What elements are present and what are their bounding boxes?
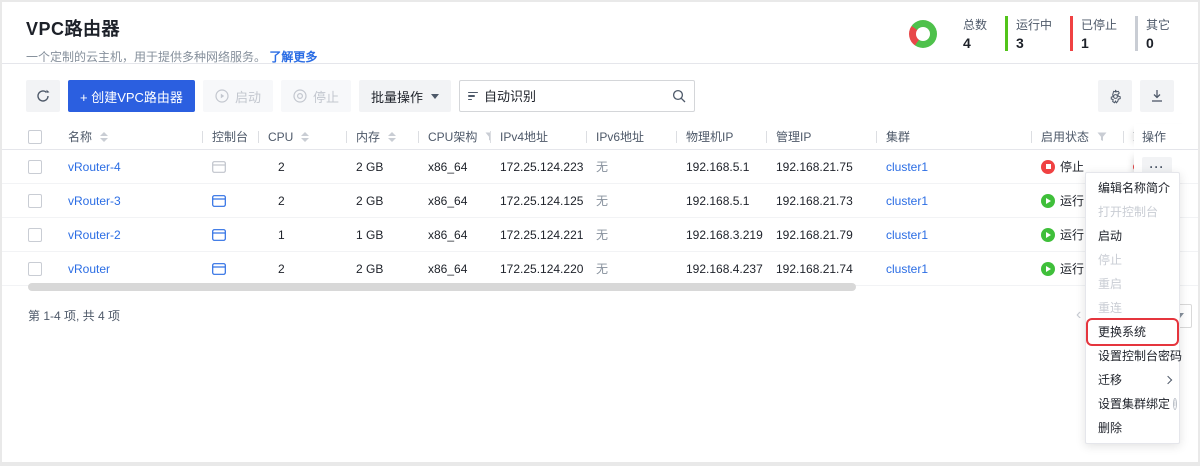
stat-running: 运行中 3 xyxy=(1004,16,1052,51)
settings-button[interactable] xyxy=(1098,80,1132,112)
info-icon: i xyxy=(1173,398,1177,410)
table-header-row: 名称 控制台 CPU 内存 CPU架构 IPv4地址 IPv6地址 物理机IP … xyxy=(2,124,1198,150)
pagination-bar: 第 1-4 项, 共 4 项 ‹ xyxy=(2,302,1198,330)
cluster-link[interactable]: cluster1 xyxy=(886,159,929,174)
running-icon xyxy=(1041,227,1055,242)
stopped-icon xyxy=(1041,159,1055,174)
play-circle-icon xyxy=(215,89,229,103)
console-icon[interactable] xyxy=(212,228,226,241)
search-box xyxy=(458,80,695,112)
more-actions-button[interactable]: ··· xyxy=(1142,156,1172,177)
filter-lines-icon xyxy=(467,91,478,101)
search-input[interactable] xyxy=(483,88,666,104)
col-status[interactable]: 启用状态 xyxy=(1031,128,1123,145)
menu-item-cluster-binding[interactable]: 设置集群绑定 i xyxy=(1098,397,1177,411)
page-title: VPC路由器 xyxy=(26,19,121,39)
chevron-down-icon xyxy=(1176,313,1184,318)
page-subtitle: 一个定制的云主机，用于提供多种网络服务。 了解更多 xyxy=(26,48,1174,65)
chevron-down-icon xyxy=(430,93,439,99)
router-name-link[interactable]: vRouter-3 xyxy=(68,193,121,208)
sort-icon[interactable] xyxy=(301,131,310,142)
batch-actions-button[interactable]: 批量操作 xyxy=(358,80,451,112)
row-checkbox[interactable] xyxy=(28,159,42,174)
subtitle-text: 一个定制的云主机，用于提供多种网络服务。 xyxy=(26,50,267,64)
search-icon[interactable] xyxy=(672,89,686,103)
status-donut-chart xyxy=(908,19,937,48)
col-actions: 操作 xyxy=(1134,124,1198,149)
toolbar: + 创建VPC路由器 启动 停止 批量操作 xyxy=(26,80,1174,112)
running-icon xyxy=(1041,261,1055,276)
create-vpc-router-button[interactable]: + 创建VPC路由器 xyxy=(68,80,195,112)
vpc-router-table: 名称 控制台 CPU 内存 CPU架构 IPv4地址 IPv6地址 物理机IP … xyxy=(2,124,1198,291)
cluster-link[interactable]: cluster1 xyxy=(886,193,929,208)
router-name-link[interactable]: vRouter-4 xyxy=(68,159,121,174)
select-all-checkbox[interactable] xyxy=(28,129,42,144)
menu-item-set-console-password[interactable]: 设置控制台密码 xyxy=(1098,349,1183,363)
refresh-icon xyxy=(37,89,50,102)
col-mgmt-ip: 管理IP xyxy=(766,128,876,145)
filter-icon[interactable] xyxy=(1097,132,1107,142)
menu-item-edit-name[interactable]: 编辑名称简介 xyxy=(1098,181,1171,195)
cluster-link[interactable]: cluster1 xyxy=(886,261,929,276)
col-memory[interactable]: 内存 xyxy=(346,128,418,145)
console-icon[interactable] xyxy=(212,194,226,207)
toolbar-right xyxy=(1098,80,1174,112)
stat-total: 总数 4 xyxy=(962,18,987,51)
sort-icon[interactable] xyxy=(388,131,397,142)
router-name-link[interactable]: vRouter xyxy=(68,261,111,276)
col-physical-ip: 物理机IP xyxy=(676,128,766,145)
stop-button[interactable]: 停止 xyxy=(280,80,351,112)
refresh-button[interactable] xyxy=(26,80,60,112)
col-name[interactable]: 名称 xyxy=(58,128,202,145)
row-actions-menu: 编辑名称简介 打开控制台 启动 停止 重启 重连 更换系统 设置控制台密码 迁移… xyxy=(1085,172,1183,444)
menu-item-delete[interactable]: 删除 xyxy=(1098,421,1123,435)
sort-icon[interactable] xyxy=(100,131,109,142)
export-button[interactable] xyxy=(1140,80,1174,112)
filter-icon[interactable] xyxy=(485,132,490,142)
table-row: vRouter-4 2 2 GB x86_64 172.25.124.223 无… xyxy=(2,150,1198,184)
col-cluster: 集群 xyxy=(876,128,1031,145)
router-name-link[interactable]: vRouter-2 xyxy=(68,227,121,242)
gear-icon xyxy=(1110,89,1121,104)
prev-page-icon[interactable]: ‹ xyxy=(1076,306,1082,323)
menu-item-reconnect[interactable]: 重连 xyxy=(1098,301,1123,315)
col-ipv4: IPv4地址 xyxy=(490,128,586,145)
console-icon[interactable] xyxy=(212,262,226,275)
menu-item-change-os[interactable]: 更换系统 xyxy=(1088,320,1177,344)
start-button[interactable]: 启动 xyxy=(202,80,273,112)
menu-item-reboot[interactable]: 重启 xyxy=(1098,277,1123,291)
horizontal-scrollbar[interactable] xyxy=(28,283,856,291)
status-badge: 停止 xyxy=(1041,158,1084,175)
col-console: 控制台 xyxy=(202,128,258,145)
pagination-summary: 第 1-4 项, 共 4 项 xyxy=(28,309,121,323)
row-checkbox[interactable] xyxy=(28,227,42,242)
stat-stopped: 已停止 1 xyxy=(1069,16,1117,51)
row-checkbox[interactable] xyxy=(28,261,42,276)
running-icon xyxy=(1041,193,1055,208)
row-checkbox[interactable] xyxy=(28,193,42,208)
col-cpu-arch[interactable]: CPU架构 xyxy=(418,128,490,145)
stop-circle-icon xyxy=(293,89,307,103)
cluster-link[interactable]: cluster1 xyxy=(886,227,929,242)
submenu-arrow-icon xyxy=(1163,375,1173,385)
menu-item-migrate[interactable]: 迁移 xyxy=(1086,368,1179,392)
menu-item-open-console[interactable]: 打开控制台 xyxy=(1098,205,1159,219)
console-icon xyxy=(212,160,226,173)
stat-other: 其它 0 xyxy=(1134,16,1170,51)
col-ipv6: IPv6地址 xyxy=(586,128,676,145)
learn-more-link[interactable]: 了解更多 xyxy=(269,50,318,64)
table-row: vRouter-3 2 2 GB x86_64 172.25.124.125 无… xyxy=(2,184,1198,218)
col-cpu[interactable]: CPU xyxy=(258,130,346,144)
table-row: vRouter-2 1 1 GB x86_64 172.25.124.221 无… xyxy=(2,218,1198,252)
menu-item-start[interactable]: 启动 xyxy=(1098,229,1123,243)
download-icon xyxy=(1152,90,1162,102)
menu-item-stop[interactable]: 停止 xyxy=(1098,253,1123,267)
page-header: VPC路由器 一个定制的云主机，用于提供多种网络服务。 了解更多 总数 4 运行… xyxy=(2,2,1198,64)
status-summary: 总数 4 运行中 3 已停止 1 其它 0 xyxy=(908,16,1170,51)
table-row: vRouter 2 2 GB x86_64 172.25.124.220 无 1… xyxy=(2,252,1198,286)
